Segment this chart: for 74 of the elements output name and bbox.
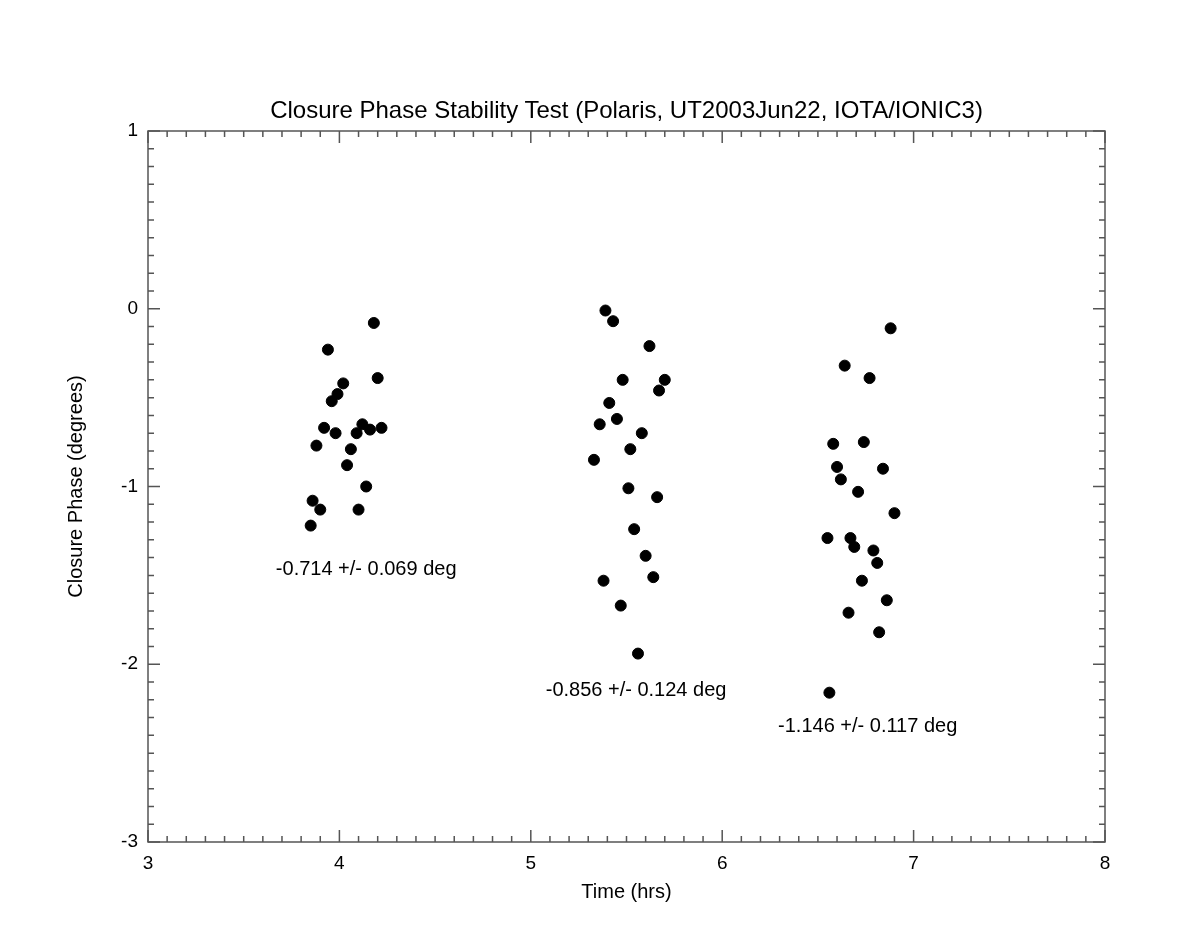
point bbox=[352, 503, 365, 516]
y-tick-label: -1 bbox=[121, 474, 138, 496]
x-tick-label: 4 bbox=[334, 851, 346, 873]
point bbox=[587, 453, 600, 466]
point bbox=[624, 443, 637, 456]
point bbox=[325, 395, 338, 408]
point bbox=[321, 343, 334, 356]
y-tick-label: -2 bbox=[121, 652, 138, 674]
point bbox=[842, 606, 855, 619]
y-tick-label: -3 bbox=[121, 830, 138, 852]
point bbox=[318, 421, 331, 434]
point bbox=[599, 304, 612, 317]
point bbox=[876, 462, 889, 475]
point bbox=[367, 316, 380, 329]
x-tick-label: 7 bbox=[908, 851, 919, 873]
point bbox=[653, 384, 666, 397]
point bbox=[344, 443, 357, 456]
point bbox=[597, 574, 610, 587]
point bbox=[647, 571, 660, 584]
point bbox=[622, 482, 635, 495]
point bbox=[314, 503, 327, 516]
point bbox=[360, 480, 373, 493]
point bbox=[631, 647, 644, 660]
y-tick-label: 1 bbox=[127, 119, 138, 141]
point bbox=[855, 574, 868, 587]
point bbox=[603, 396, 616, 409]
point bbox=[306, 494, 319, 507]
point bbox=[610, 412, 623, 425]
point bbox=[838, 359, 851, 372]
point bbox=[628, 523, 641, 536]
point bbox=[329, 427, 342, 440]
point bbox=[873, 626, 886, 639]
point bbox=[834, 473, 847, 486]
point bbox=[831, 460, 844, 473]
x-tick-label: 6 bbox=[716, 851, 728, 873]
point bbox=[350, 427, 363, 440]
point bbox=[643, 340, 656, 353]
x-tick-label: 3 bbox=[142, 851, 154, 873]
point bbox=[304, 519, 317, 532]
point bbox=[880, 594, 893, 607]
point bbox=[852, 485, 865, 498]
x-axis-title: Time (hrs) bbox=[581, 879, 672, 902]
annotation: -0.714 +/- 0.069 deg bbox=[275, 557, 457, 580]
point bbox=[658, 373, 671, 386]
point bbox=[616, 373, 629, 386]
point bbox=[371, 372, 384, 385]
y-tick-label: 0 bbox=[127, 296, 138, 318]
y-axis-title: Closure Phase (degrees) bbox=[63, 375, 86, 598]
point bbox=[857, 436, 870, 449]
annotation: -0.856 +/- 0.124 deg bbox=[545, 678, 727, 701]
point bbox=[364, 423, 377, 436]
point bbox=[867, 544, 880, 557]
point bbox=[651, 491, 664, 504]
x-tick-label: 5 bbox=[525, 851, 537, 873]
point bbox=[823, 686, 836, 699]
point bbox=[827, 437, 840, 450]
point bbox=[863, 372, 876, 385]
point bbox=[607, 315, 620, 328]
x-tick-label: 8 bbox=[1099, 851, 1111, 873]
point bbox=[341, 459, 354, 472]
point bbox=[337, 377, 350, 390]
point bbox=[821, 532, 834, 545]
point bbox=[593, 418, 606, 431]
point bbox=[884, 322, 897, 335]
point bbox=[635, 427, 648, 440]
point bbox=[871, 556, 884, 569]
point bbox=[310, 439, 323, 452]
point bbox=[639, 549, 652, 562]
point bbox=[888, 507, 901, 520]
chart-title: Closure Phase Stability Test (Polaris, UT2003Jun22, IOTA/IONIC3) bbox=[270, 95, 983, 123]
point bbox=[375, 421, 388, 434]
point bbox=[848, 540, 861, 553]
annotation: -1.146 +/- 0.117 deg bbox=[778, 714, 958, 737]
point bbox=[614, 599, 627, 612]
